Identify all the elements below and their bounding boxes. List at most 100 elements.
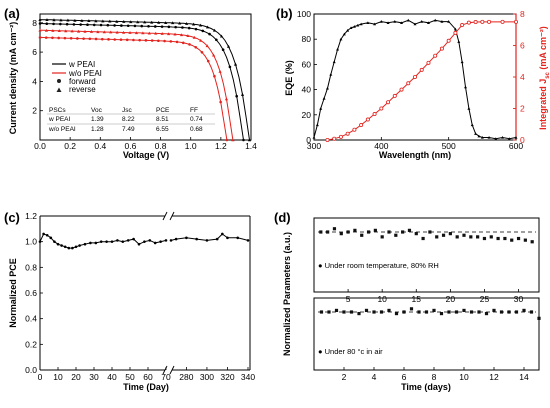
eqe-point — [400, 21, 404, 25]
panel-c-ticks: 0 10 20 30 40 50 60 70 280 300 320 340 0.0 0.2 0.4 0.6 0… — [25, 211, 255, 382]
jv-forward-point — [86, 23, 89, 27]
x-tick-label: 5 — [346, 294, 351, 304]
jv-reverse-point — [136, 20, 140, 24]
jv-reverse-point — [154, 31, 158, 35]
jv-forward-point — [181, 26, 184, 29]
pce-point — [169, 239, 173, 242]
eqe-point — [460, 60, 464, 64]
pce-point — [78, 244, 81, 247]
pce-point — [71, 246, 74, 250]
table-cell: 0.68 — [190, 126, 203, 133]
eqe-point — [346, 28, 350, 32]
y2-tick-label: 0 — [520, 135, 525, 145]
jv-reverse-point — [38, 28, 42, 32]
eqe-point — [349, 26, 353, 30]
pce-point — [159, 240, 162, 243]
pce-line-right — [170, 233, 249, 241]
jv-reverse-point — [167, 32, 171, 36]
parameter-point — [332, 227, 337, 231]
jv-forward-point — [38, 22, 42, 25]
x-tick-label: 4 — [372, 372, 377, 382]
jv-forward-point — [187, 26, 191, 30]
jv-forward-point — [174, 25, 177, 29]
axis-break-gap-top — [165, 210, 172, 222]
eqe-point — [322, 96, 326, 100]
panel-c-stability: (c) Time (Day) Normalized PCE 0 10 20 30 40 5… — [4, 210, 255, 392]
pce-point — [153, 241, 157, 245]
x-tick-label: 400 — [374, 141, 388, 151]
parameter-point — [476, 235, 480, 239]
parameter-point — [428, 230, 432, 234]
integrated-jsc-point — [399, 87, 404, 92]
y-tick-label: 60 — [302, 59, 312, 69]
parameter-point — [319, 230, 323, 234]
parameter-point — [421, 236, 425, 241]
jv-reverse-point — [122, 20, 126, 23]
parameter-point — [503, 236, 507, 241]
y-tick-label: 8 — [32, 18, 37, 28]
panel-a-x-axis-title: Voltage (V) — [123, 150, 169, 160]
panel-d-bottom-frame — [313, 297, 540, 371]
parameter-point — [499, 310, 504, 314]
parameter-point — [484, 311, 489, 316]
jv-reverse-point — [212, 53, 216, 57]
eqe-point — [413, 22, 417, 26]
jv-reverse-point — [57, 29, 61, 33]
eqe-point — [373, 22, 377, 26]
integrated-jsc-point — [460, 23, 465, 28]
jv-forward-point — [106, 23, 110, 27]
jv-forward-point — [125, 38, 129, 42]
jv-forward-point — [160, 25, 164, 28]
integrated-jsc-point — [386, 100, 391, 105]
parameter-point — [482, 236, 487, 241]
y-tick-label: 40 — [302, 85, 312, 95]
panel-a-ticks: 0.0 0.2 0.4 0.6 0.8 1.0 1.2 1.4 2 4 6 8 — [32, 18, 257, 151]
parameter-point — [469, 310, 474, 314]
x-tick-label: 300 — [200, 372, 214, 382]
y-tick-label: 0.4 — [25, 314, 37, 324]
parameter-point — [417, 310, 421, 314]
integrated-jsc-line — [327, 21, 516, 141]
eqe-point — [494, 137, 498, 140]
panel-d-label: (d) — [274, 210, 291, 225]
parameter-point — [522, 308, 526, 313]
legend-w-peai: w PEAI — [68, 60, 95, 69]
parameter-point — [394, 311, 399, 316]
panel-b-y2-axis-title: Integrated Jsc (mA cm⁻²) — [538, 26, 550, 130]
parameter-point — [510, 238, 514, 242]
parameter-point — [447, 310, 451, 314]
parameter-point — [414, 232, 418, 236]
pce-point — [143, 240, 146, 243]
x-tick-label: 25 — [480, 294, 490, 304]
x-tick-label: 0.6 — [125, 141, 137, 151]
jv-forward-point — [208, 32, 211, 36]
jv-reverse-point — [192, 22, 196, 26]
eqe-point — [325, 86, 329, 90]
eqe-point — [406, 18, 410, 22]
panel-a-label: (a) — [4, 6, 20, 21]
jv-forward-point — [194, 45, 198, 49]
y2-title-unit: (mA cm⁻²) — [538, 26, 548, 72]
integrated-jsc-point — [419, 67, 424, 72]
jv-forward-point — [88, 37, 92, 41]
jv-forward-point — [92, 23, 96, 27]
integrated-jsc-point — [352, 127, 357, 132]
jv-reverse-point — [83, 29, 87, 33]
parameter-point — [462, 308, 466, 313]
parameter-point — [409, 307, 414, 311]
jv-forward-point — [65, 22, 69, 26]
eqe-point — [426, 21, 430, 25]
legend-circle-marker-icon — [57, 79, 61, 83]
parameter-point — [326, 230, 330, 234]
panel-a-series — [38, 17, 252, 142]
jv-reverse-point — [231, 138, 235, 142]
parameter-point — [462, 233, 466, 237]
pce-point — [221, 232, 224, 236]
jv-reverse-point — [70, 29, 74, 33]
axis-break-marks-icon — [162, 210, 175, 376]
eqe-point — [464, 85, 467, 89]
pce-point — [126, 239, 130, 242]
pce-point — [246, 239, 250, 242]
jv-forward-point — [133, 24, 137, 28]
